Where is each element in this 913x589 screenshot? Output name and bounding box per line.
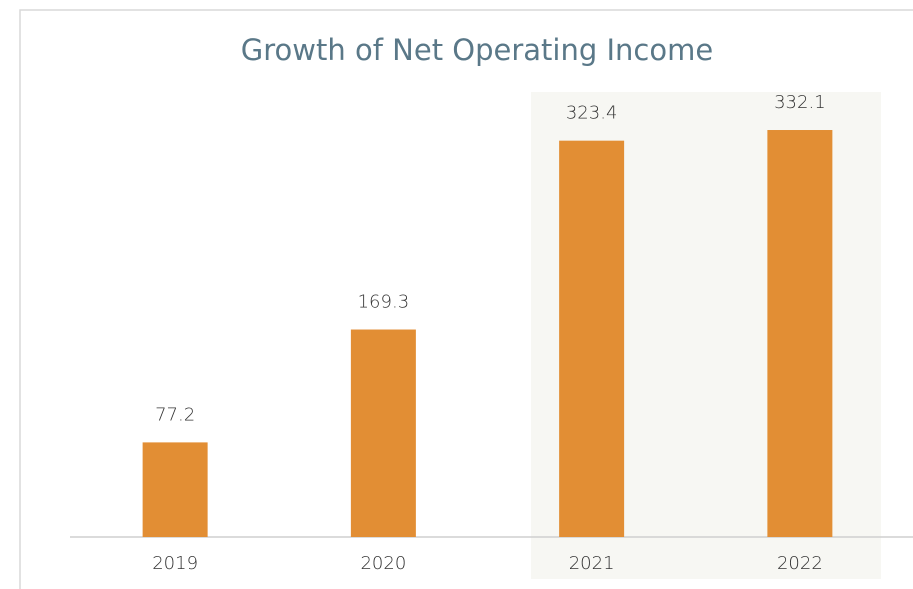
x-tick-label: 2019 — [152, 553, 198, 574]
x-tick-label: 2021 — [569, 553, 615, 574]
bar — [559, 140, 625, 538]
chart-title: Growth of Net Operating Income — [241, 33, 713, 67]
value-label: 332.1 — [774, 92, 826, 113]
bar — [350, 329, 416, 537]
value-label: 169.3 — [358, 292, 410, 313]
value-label: 77.2 — [155, 404, 195, 425]
chart-frame — [19, 9, 913, 589]
value-label: 323.4 — [566, 103, 618, 124]
x-tick-label: 2020 — [360, 553, 406, 574]
bar — [142, 442, 208, 537]
x-tick-label: 2022 — [777, 553, 823, 574]
bar — [767, 130, 833, 537]
